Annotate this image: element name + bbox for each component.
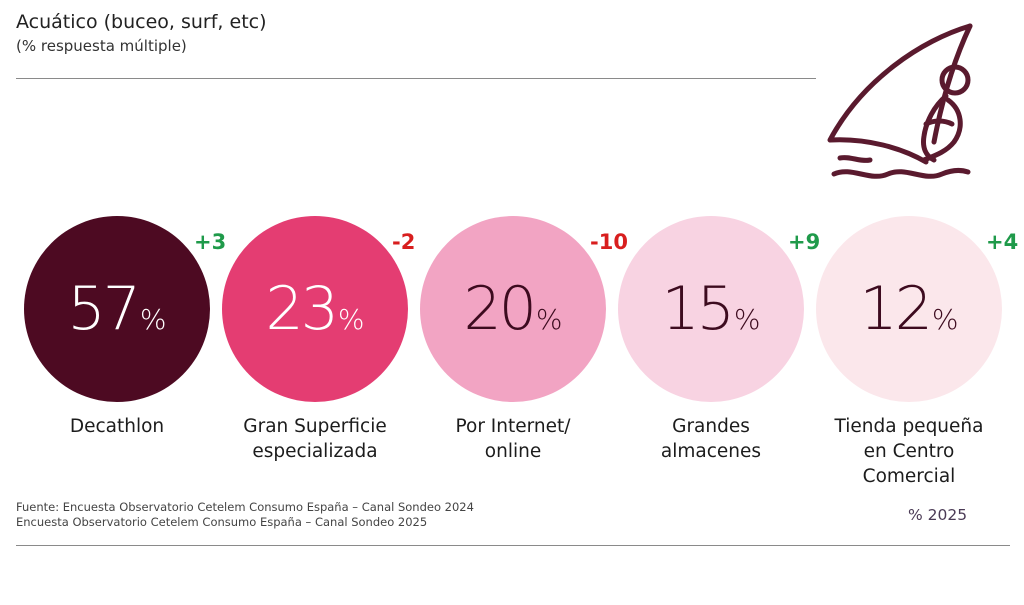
stat-number: 20	[463, 274, 537, 344]
legend-year: % 2025	[908, 506, 968, 524]
percent-sign: %	[337, 303, 365, 336]
stat-value: 23%	[266, 279, 365, 339]
stat-value: 15%	[662, 279, 761, 339]
stat-value: 20%	[464, 279, 563, 339]
stat-item: 12% +4 Tienda pequeña en Centro Comercial	[816, 216, 1018, 516]
change-label: +9	[788, 230, 821, 254]
category-label-line: Gran Superficie	[243, 416, 387, 437]
chart-subtitle: (% respuesta múltiple)	[16, 37, 187, 55]
source-note: Fuente: Encuesta Observatorio Cetelem Co…	[16, 500, 474, 530]
percent-sign: %	[733, 303, 761, 336]
change-label: -10	[590, 230, 628, 254]
chart-title: Acuático (buceo, surf, etc)	[16, 11, 267, 33]
category-label-line: Decathlon	[69, 416, 165, 437]
stat-item: 15% +9 Grandes almacenes	[618, 216, 820, 516]
category-label-line: Por Internet/	[455, 416, 571, 437]
stat-number: 15	[661, 274, 735, 344]
change-label: +3	[194, 230, 227, 254]
category-label-line: Tienda pequeña	[834, 416, 984, 437]
category-label-line: Comercial	[862, 466, 956, 487]
category-label-line: online	[484, 441, 542, 462]
category-label-line: almacenes	[660, 441, 762, 462]
windsurf-icon	[827, 23, 973, 179]
category-label-line: en Centro	[863, 441, 955, 462]
stat-circle: 57%	[24, 216, 210, 402]
category-label: Por Internet/online	[408, 414, 618, 464]
category-label: Gran Superficie especializada	[210, 414, 420, 464]
stat-number: 23	[265, 274, 339, 344]
stat-value: 12%	[860, 279, 959, 339]
stat-item: 20% -10 Por Internet/online	[420, 216, 628, 516]
category-label: Tienda pequeña en Centro Comercial	[804, 414, 1014, 489]
stat-circle: 23%	[222, 216, 408, 402]
source-line-2024: Fuente: Encuesta Observatorio Cetelem Co…	[16, 500, 474, 514]
bottom-divider	[16, 545, 1010, 546]
percent-sign: %	[139, 303, 167, 336]
change-label: -2	[392, 230, 416, 254]
source-line-2025: Encuesta Observatorio Cetelem Consumo Es…	[16, 515, 428, 529]
stat-value: 57%	[68, 279, 167, 339]
stat-circle: 12%	[816, 216, 1002, 402]
percent-sign: %	[931, 303, 959, 336]
stat-item: 57% +3 Decathlon	[24, 216, 226, 516]
category-label-line: Grandes	[672, 416, 750, 437]
stat-circle: 15%	[618, 216, 804, 402]
change-label: +4	[986, 230, 1019, 254]
stat-item: 23% -2 Gran Superficie especializada	[222, 216, 415, 516]
stat-number: 12	[859, 274, 933, 344]
category-label-line: especializada	[252, 441, 378, 462]
category-label: Decathlon	[12, 414, 222, 439]
stat-circle: 20%	[420, 216, 606, 402]
stat-number: 57	[67, 274, 141, 344]
category-label: Grandes almacenes	[606, 414, 816, 464]
percent-sign: %	[535, 303, 563, 336]
top-divider	[16, 78, 816, 79]
